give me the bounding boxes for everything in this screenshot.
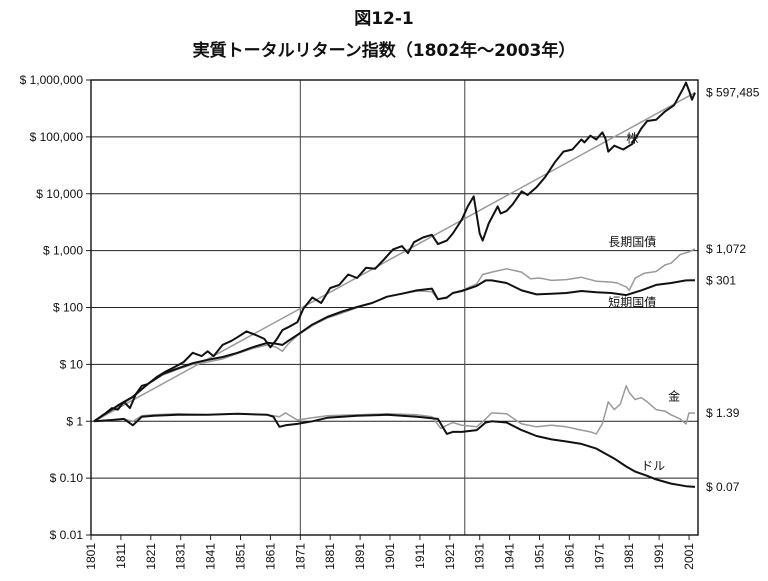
x-tick-label: 1951	[533, 543, 547, 570]
grid-layer	[86, 79, 699, 540]
end-value-label: $ 597,485	[706, 86, 760, 100]
y-tick-label: $ 1	[66, 414, 83, 428]
y-tick-label: $ 10,000	[36, 187, 83, 201]
x-tick-label: 2001	[682, 543, 696, 570]
series-line-1	[93, 248, 696, 422]
label-layer: $ 0.01 $ 0.10 $ 1 $ 10 $ 100 $ 1,000 $ 10,000 $…	[20, 73, 760, 570]
end-value-label: $ 301	[706, 273, 736, 287]
x-tick-label: 1891	[353, 543, 367, 570]
x-tick-label: 1881	[323, 543, 337, 570]
x-tick-label: 1871	[293, 543, 307, 570]
x-tick-label: 1801	[84, 543, 98, 570]
x-tick-label: 1861	[263, 543, 277, 570]
y-tick-label: $ 1,000	[43, 244, 83, 258]
x-tick-label: 1811	[114, 543, 128, 569]
x-tick-label: 1931	[473, 543, 487, 570]
x-tick-label: 1831	[174, 543, 188, 570]
plot-frame	[90, 79, 699, 536]
series-layer	[93, 81, 696, 488]
series-label: 長期国債	[608, 234, 656, 249]
series-line-0	[93, 81, 696, 423]
x-tick-label: 1901	[383, 543, 397, 570]
x-tick-label: 1971	[592, 543, 606, 570]
x-tick-label: 1921	[443, 543, 457, 570]
series-line-3	[93, 385, 696, 435]
y-tick-label: $ 100,000	[30, 130, 84, 144]
trend-line	[93, 92, 696, 422]
series-label: 金	[668, 389, 680, 404]
end-value-label: $ 1.39	[706, 406, 740, 420]
x-tick-label: 1961	[562, 543, 576, 570]
x-tick-label: 1851	[234, 543, 248, 570]
chart-title: 実質トータルリターン指数（1802年〜2003年）	[192, 41, 576, 61]
series-line-4	[93, 412, 696, 488]
series-label: 短期国債	[608, 294, 656, 309]
x-tick-label: 1821	[144, 543, 158, 570]
y-tick-label: $ 0.01	[50, 528, 84, 542]
end-value-label: $ 1,072	[706, 242, 746, 256]
y-tick-label: $ 100	[53, 301, 83, 315]
x-tick-label: 1911	[413, 543, 427, 569]
y-tick-label: $ 10	[60, 357, 84, 371]
series-label: 株	[626, 130, 638, 145]
x-tick-label: 1841	[204, 543, 218, 570]
end-value-label: $ 0.07	[706, 480, 740, 494]
x-tick-label: 1941	[503, 543, 517, 570]
x-tick-label: 1981	[622, 543, 636, 570]
x-tick-label: 1991	[652, 543, 666, 570]
y-tick-label: $ 0.10	[50, 471, 84, 485]
series-label: ドル	[641, 459, 665, 473]
y-tick-label: $ 1,000,000	[20, 73, 84, 87]
figure-number: 図12-1	[354, 9, 414, 29]
series-line-2	[93, 279, 696, 423]
